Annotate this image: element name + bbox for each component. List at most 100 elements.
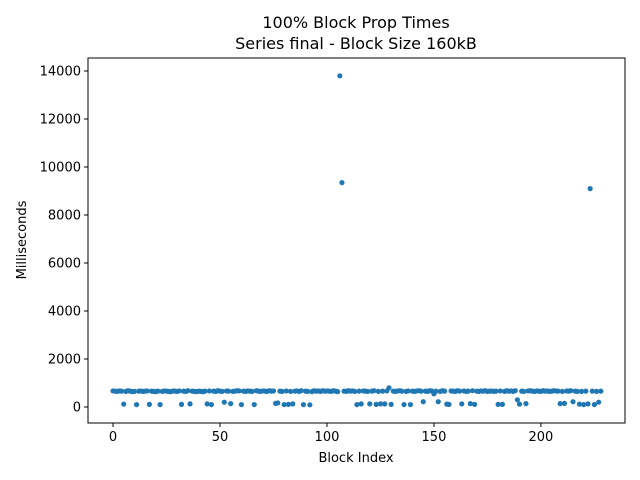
point: [589, 388, 595, 394]
point: [598, 388, 604, 394]
point: [568, 388, 574, 394]
point: [131, 388, 138, 394]
point: [446, 401, 452, 407]
point: [469, 388, 476, 394]
point: [275, 400, 281, 406]
point: [118, 388, 125, 394]
point: [405, 388, 411, 394]
point: [249, 388, 255, 394]
y-tick-label: 10000: [40, 161, 81, 176]
point: [373, 401, 379, 407]
point: [144, 388, 150, 394]
point: [307, 402, 313, 408]
point: [523, 401, 529, 407]
x-tick-label: 150: [422, 430, 447, 445]
y-tick-label: 12000: [40, 113, 81, 128]
point: [305, 388, 311, 394]
y-tick-label: 14000: [40, 65, 81, 80]
point: [401, 401, 407, 408]
point: [221, 399, 227, 405]
point: [155, 388, 161, 394]
point: [208, 401, 215, 408]
point: [251, 401, 257, 408]
point: [337, 73, 343, 79]
point: [285, 401, 292, 407]
point: [499, 401, 506, 407]
point: [283, 388, 289, 394]
point: [281, 401, 287, 408]
x-tick-label: 100: [315, 430, 340, 445]
point: [593, 388, 600, 394]
point: [585, 401, 591, 407]
point: [202, 388, 208, 394]
point: [521, 388, 527, 394]
point: [386, 385, 392, 391]
point: [578, 388, 585, 394]
point: [557, 401, 563, 407]
y-tick-label: 6000: [48, 256, 81, 271]
point: [420, 399, 426, 405]
y-axis-label: Milliseconds: [15, 200, 30, 279]
point: [365, 388, 371, 394]
point: [382, 401, 388, 407]
point: [288, 388, 294, 394]
point: [516, 401, 523, 407]
point: [596, 399, 602, 405]
plot-frame: [87, 57, 626, 424]
point: [591, 401, 598, 408]
point: [358, 401, 364, 407]
point: [371, 388, 377, 394]
point: [377, 401, 384, 407]
point: [587, 186, 593, 192]
point: [121, 401, 127, 407]
point: [176, 388, 182, 394]
point: [399, 388, 405, 394]
point: [433, 388, 439, 394]
point: [206, 388, 212, 394]
point: [559, 388, 565, 394]
point: [238, 401, 244, 408]
x-tick-label: 50: [212, 430, 229, 445]
point: [335, 389, 341, 395]
point: [497, 388, 503, 394]
point: [375, 388, 381, 394]
point: [157, 401, 163, 408]
point: [570, 399, 576, 405]
point: [574, 388, 580, 394]
y-tick-label: 4000: [48, 304, 81, 319]
point: [435, 399, 441, 405]
point: [356, 388, 362, 394]
point: [457, 388, 463, 394]
point: [225, 388, 232, 394]
y-tick-label: 8000: [48, 209, 81, 224]
point: [290, 401, 296, 407]
point: [388, 401, 394, 407]
point: [380, 388, 386, 394]
point: [512, 388, 518, 394]
point: [228, 401, 234, 407]
point: [471, 401, 478, 407]
point: [555, 388, 561, 394]
point: [467, 401, 473, 407]
point: [418, 388, 424, 394]
point: [185, 388, 191, 394]
x-tick-label: 0: [109, 430, 117, 445]
point: [465, 388, 471, 394]
point: [495, 401, 501, 407]
x-axis-label: Block Index: [318, 451, 393, 466]
point: [514, 397, 520, 403]
point: [279, 388, 285, 394]
y-tick-label: 0: [73, 400, 81, 415]
x-tick-label: 200: [529, 430, 554, 445]
point: [581, 401, 587, 408]
point: [354, 401, 360, 408]
y-tick-label: 2000: [48, 352, 81, 367]
point: [561, 400, 568, 406]
point: [270, 388, 277, 394]
point: [219, 388, 225, 394]
point: [583, 388, 589, 394]
point: [339, 180, 345, 186]
point: [493, 388, 499, 394]
point: [367, 401, 373, 407]
point: [300, 401, 307, 408]
